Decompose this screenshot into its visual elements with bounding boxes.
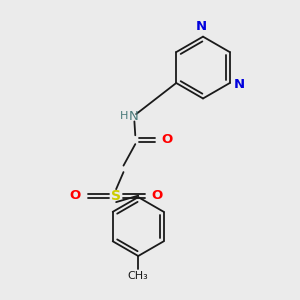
Text: H: H: [119, 111, 128, 121]
Text: O: O: [162, 133, 173, 146]
Text: N: N: [128, 110, 138, 123]
Text: O: O: [70, 189, 81, 202]
Text: N: N: [196, 20, 207, 33]
Text: CH₃: CH₃: [128, 271, 148, 281]
Text: N: N: [234, 78, 245, 91]
Text: O: O: [152, 189, 163, 202]
Text: S: S: [111, 189, 121, 202]
